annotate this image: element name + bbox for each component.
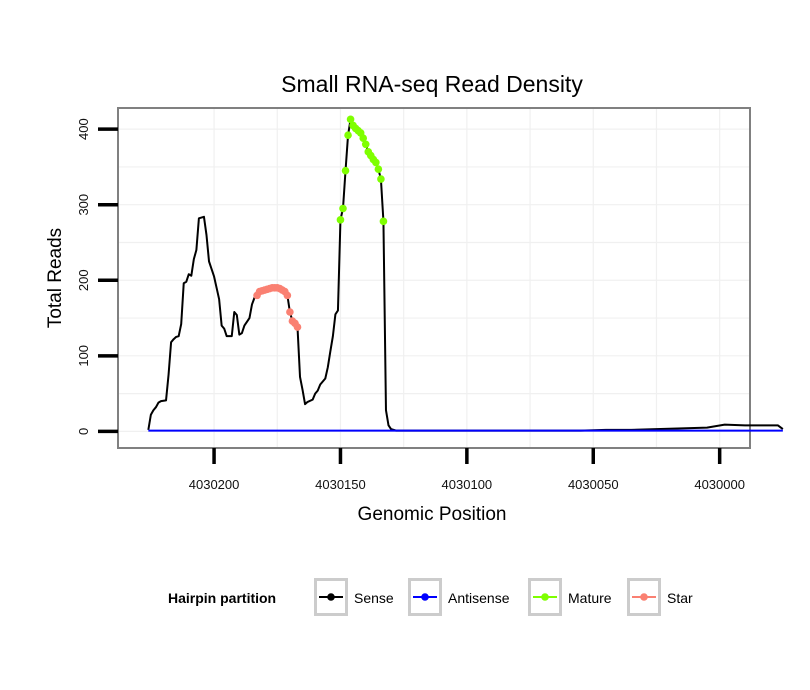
series-layer bbox=[147, 115, 784, 432]
data-point-star bbox=[293, 323, 302, 331]
series-line-sense bbox=[147, 118, 784, 432]
legend: Hairpin partition Sense Antisense Mature St… bbox=[168, 578, 693, 616]
legend-label-sense: Sense bbox=[354, 590, 394, 606]
data-point-mature bbox=[361, 140, 370, 149]
x-tick-label: 4030000 bbox=[694, 477, 745, 492]
legend-title: Hairpin partition bbox=[168, 590, 276, 606]
x-tick-label: 4030200 bbox=[189, 477, 240, 492]
data-point-mature bbox=[372, 158, 380, 167]
data-point-mature bbox=[374, 165, 383, 173]
grid bbox=[118, 108, 750, 448]
chart-title: Small RNA-seq Read Density bbox=[281, 71, 583, 97]
y-tick-label: 200 bbox=[76, 269, 91, 291]
y-axis: 0 100 200 300 400 bbox=[76, 118, 118, 435]
x-tick-label: 4030150 bbox=[315, 477, 366, 492]
data-point-mature bbox=[344, 131, 352, 139]
legend-key-point bbox=[327, 593, 335, 601]
legend-key-point bbox=[421, 593, 429, 601]
data-point-mature bbox=[379, 217, 388, 226]
legend-label-mature: Mature bbox=[568, 590, 612, 606]
y-tick-label: 100 bbox=[76, 345, 91, 367]
y-tick-label: 300 bbox=[76, 194, 91, 216]
legend-label-star: Star bbox=[667, 590, 693, 606]
x-tick-label: 4030100 bbox=[442, 477, 493, 492]
x-axis-title: Genomic Position bbox=[358, 504, 507, 525]
legend-key-point bbox=[640, 593, 648, 601]
x-axis: 4030200 4030150 4030100 4030050 4030000 bbox=[189, 448, 745, 492]
data-point-star bbox=[286, 308, 294, 316]
legend-label-antisense: Antisense bbox=[448, 590, 510, 606]
y-tick-label: 400 bbox=[76, 118, 91, 140]
data-point-mature bbox=[346, 115, 355, 124]
data-point-mature bbox=[359, 134, 368, 143]
data-point-mature bbox=[377, 175, 385, 183]
data-point-mature bbox=[336, 216, 345, 224]
y-axis-title: Total Reads bbox=[45, 228, 66, 328]
y-tick-label: 0 bbox=[76, 428, 91, 435]
data-point-mature bbox=[339, 204, 347, 213]
plot-panel-border bbox=[117, 107, 751, 449]
data-point-star bbox=[283, 291, 292, 300]
data-point-mature bbox=[341, 166, 350, 175]
legend-key-point bbox=[541, 593, 549, 601]
x-tick-label: 4030050 bbox=[568, 477, 619, 492]
